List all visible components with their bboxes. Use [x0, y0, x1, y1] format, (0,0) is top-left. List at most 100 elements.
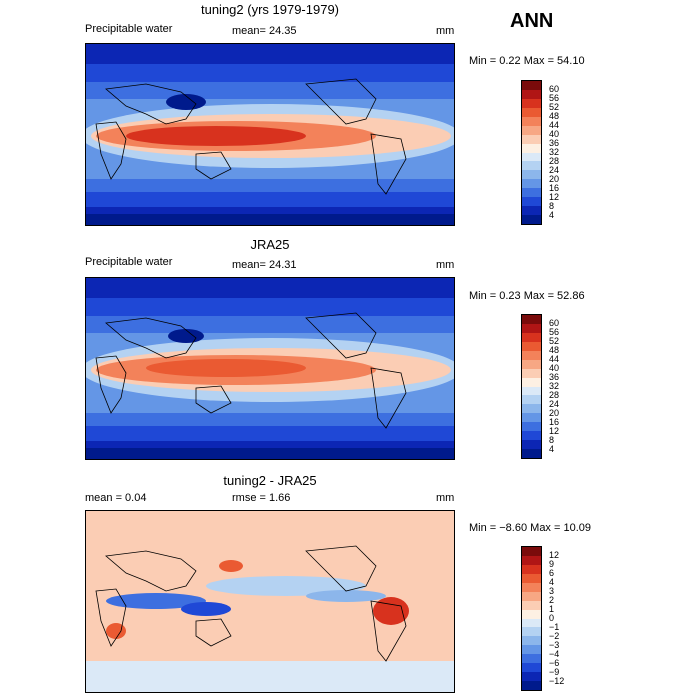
colorbar-swatch	[522, 618, 541, 628]
colorbar-swatch	[522, 627, 541, 637]
panel-3-field	[86, 511, 454, 692]
season-label: ANN	[510, 10, 554, 32]
colorbar-swatch	[522, 681, 541, 690]
colorbar-tick-label: 36	[549, 138, 560, 149]
colorbar-swatch	[522, 134, 541, 144]
colorbar-swatch	[522, 125, 541, 135]
colorbar-swatch	[522, 440, 541, 450]
colorbar-tick-label: 40	[549, 129, 560, 140]
colorbar-tick-label: 12	[549, 550, 560, 561]
colorbar-tick-label: −2	[549, 630, 560, 641]
panel-2-variable-label: Precipitable water	[85, 256, 173, 268]
colorbar-swatch	[522, 350, 541, 360]
colorbar-swatch	[522, 449, 541, 458]
colorbar-tick-label: 48	[549, 111, 560, 122]
colorbar-swatch	[522, 431, 541, 441]
panel-3-amazon-pos	[373, 597, 409, 625]
colorbar-swatch	[522, 654, 541, 664]
panel-2-title: JRA25	[250, 237, 290, 252]
panel-1-variable-label: Precipitable water	[85, 23, 173, 35]
panel-3-rmse-label: rmse = 1.66	[232, 492, 291, 504]
colorbar-swatch	[522, 386, 541, 396]
panel-3-east-pacific-neg	[306, 590, 386, 602]
colorbar-swatch	[522, 645, 541, 655]
panel-3-china-pos	[219, 560, 243, 572]
colorbar-swatch	[522, 368, 541, 378]
colorbar-swatch	[522, 197, 541, 207]
colorbar-swatch	[522, 89, 541, 99]
panel-1-minmax: Min = 0.22 Max = 54.10	[469, 55, 585, 67]
panel-3-coast-namerica	[305, 545, 377, 592]
colorbar-swatch	[522, 582, 541, 592]
colorbar-tick-label: 20	[549, 173, 560, 184]
panel-2-map	[85, 277, 455, 460]
panel-3-units: mm	[436, 492, 455, 504]
colorbar-tick-label: 3	[549, 586, 555, 597]
colorbar-tick-label: 56	[549, 93, 560, 104]
panel-2-colorbar	[521, 314, 542, 459]
colorbar-tick-label: 12	[549, 425, 560, 436]
colorbar-tick-label: −9	[549, 666, 560, 677]
panel-1-field	[86, 44, 454, 225]
colorbar-tick-label: 8	[549, 200, 555, 211]
colorbar-tick-label: 16	[549, 182, 560, 193]
colorbar-swatch	[522, 107, 541, 117]
panel-2-coast-namerica	[305, 312, 377, 359]
panel-2-coast-asia	[105, 317, 197, 359]
panel-2-coast-australia	[195, 385, 232, 414]
colorbar-tick-label: 0	[549, 613, 555, 623]
colorbar-swatch	[522, 170, 541, 180]
panel-3-coastlines	[95, 545, 407, 662]
panel-1-coastlines	[95, 78, 407, 195]
panel-3-indian-neg	[106, 593, 206, 609]
panel-2-antarctic	[86, 448, 454, 459]
colorbar-swatch	[522, 315, 541, 324]
panel-3-coast-africa	[95, 588, 127, 647]
colorbar-swatch	[522, 206, 541, 216]
colorbar-tick-label: 44	[549, 120, 560, 131]
colorbar-swatch	[522, 404, 541, 414]
colorbar-swatch	[522, 359, 541, 369]
colorbar-tick-label: 28	[549, 155, 560, 166]
panel-3-title: tuning2 - JRA25	[223, 473, 317, 488]
panel-3-maritime-neg	[181, 602, 231, 616]
panel-2-coastlines	[95, 312, 407, 429]
panel-3-map	[85, 510, 455, 693]
colorbar-tick-label: 32	[549, 147, 560, 157]
colorbar-swatch	[522, 600, 541, 610]
panel-1-mean-label: mean= 24.35	[232, 25, 297, 37]
colorbar-tick-label: 4	[549, 577, 555, 588]
colorbar-tick-label: 60	[549, 318, 560, 329]
colorbar-swatch	[522, 591, 541, 601]
colorbar-swatch	[522, 98, 541, 108]
colorbar-tick-label: −1	[549, 621, 560, 632]
colorbar-swatch	[522, 672, 541, 682]
panel-1-coast-namerica	[305, 78, 377, 125]
colorbar-tick-label: 32	[549, 381, 560, 391]
colorbar-tick-label: 20	[549, 407, 560, 418]
colorbar-swatch	[522, 341, 541, 351]
colorbar-tick-label: 60	[549, 84, 560, 95]
panel-1-map	[85, 43, 455, 226]
colorbar-tick-label: 24	[549, 164, 560, 175]
colorbar-tick-label: −3	[549, 639, 560, 650]
colorbar-swatch	[522, 215, 541, 224]
colorbar-swatch	[522, 323, 541, 333]
colorbar-swatch	[522, 332, 541, 342]
panel-3-southern-band	[86, 661, 454, 692]
colorbar-swatch	[522, 377, 541, 387]
colorbar-tick-label: −12	[549, 675, 565, 686]
panel-2-minmax: Min = 0.23 Max = 52.86	[469, 290, 585, 302]
panel-2-field	[86, 278, 454, 459]
panel-1-coast-asia	[105, 83, 197, 125]
colorbar-swatch	[522, 609, 541, 619]
panel-1-warm-pool	[126, 126, 306, 146]
colorbar-tick-label: 12	[549, 191, 560, 202]
panel-1-coast-australia	[195, 151, 232, 180]
panel-1-antarctic	[86, 214, 454, 225]
colorbar-swatch	[522, 152, 541, 162]
panel-1-title: tuning2 (yrs 1979-1979)	[200, 2, 340, 17]
panel-3-africa-pos	[106, 623, 126, 639]
panel-2-warm-pool	[146, 359, 306, 377]
colorbar-tick-label: 44	[549, 354, 560, 365]
